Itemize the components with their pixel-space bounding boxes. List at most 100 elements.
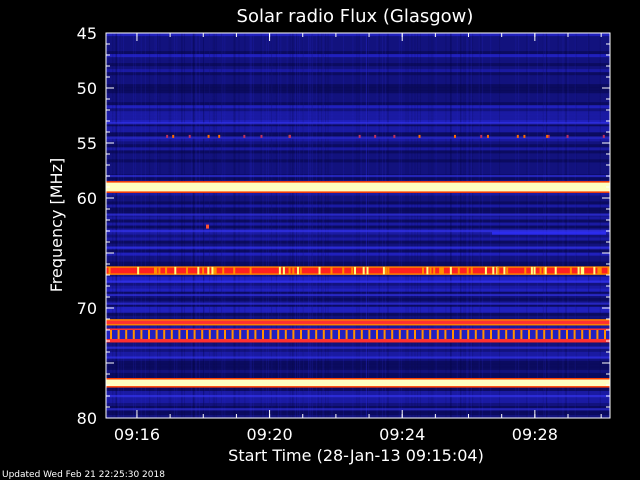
noise-streak <box>157 33 159 418</box>
noise-streak <box>435 33 437 418</box>
noise-row <box>106 57 610 61</box>
noise-streak <box>203 33 205 418</box>
pulse-mark <box>193 330 196 341</box>
band-speckle <box>158 266 161 275</box>
band-speckle <box>503 266 506 275</box>
noise-streak <box>302 33 304 418</box>
noise-streak <box>149 33 151 418</box>
noise-row <box>106 126 610 130</box>
noise-row <box>106 282 610 287</box>
pulse-mark <box>474 330 477 341</box>
noise-streak <box>303 33 305 418</box>
band-speckle <box>433 266 436 275</box>
pulse-mark <box>497 330 500 341</box>
y-tick-label: 50 <box>77 79 97 98</box>
hot-pixel <box>453 134 456 138</box>
noise-streak <box>515 33 517 418</box>
band-speckle <box>582 266 585 275</box>
noise-streak <box>468 33 470 418</box>
pulse-mark <box>467 330 470 341</box>
noise-streak <box>134 33 136 418</box>
noise-row <box>106 390 610 395</box>
pulse-mark <box>391 330 394 341</box>
hot-pixel <box>166 134 169 138</box>
pulse-mark <box>604 330 606 341</box>
pulse-mark <box>307 330 310 341</box>
pulse-mark <box>436 330 439 341</box>
noise-streak <box>194 33 196 418</box>
noise-streak <box>117 33 119 418</box>
noise-streak <box>450 33 452 418</box>
noise-row <box>106 120 610 124</box>
noise-row <box>106 93 610 97</box>
hot-pixel <box>546 134 549 138</box>
y-tick-label: 60 <box>77 189 97 208</box>
noise-row <box>106 48 610 52</box>
hot-pixel <box>523 134 526 138</box>
faint-band <box>106 175 610 178</box>
band-speckle <box>197 266 200 275</box>
noise-row <box>106 33 610 37</box>
noise-row <box>106 78 610 82</box>
emission-band <box>106 267 610 274</box>
noise-row <box>106 138 610 142</box>
noise-row <box>106 198 610 203</box>
noise-row <box>106 294 610 299</box>
pulse-mark <box>110 330 112 341</box>
band-speckle <box>351 266 354 275</box>
noise-streak <box>365 33 367 418</box>
noise-streak <box>382 33 384 418</box>
noise-streak <box>545 33 547 418</box>
pulse-mark <box>338 330 340 341</box>
noise-streak <box>238 33 240 418</box>
noise-streak <box>574 33 576 418</box>
noise-row <box>106 366 610 371</box>
noise-row <box>106 195 610 200</box>
noise-streak <box>168 33 170 418</box>
hot-pixel <box>393 134 396 138</box>
noise-streak <box>398 33 400 418</box>
noise-row <box>106 237 610 242</box>
pulse-mark <box>573 330 576 341</box>
pulse-mark <box>254 330 257 341</box>
noise-streak <box>387 33 389 418</box>
pulse-mark <box>330 330 333 341</box>
band-speckle <box>354 266 357 275</box>
noise-streak <box>479 33 481 418</box>
band-speckle <box>165 266 168 275</box>
noise-row <box>106 351 610 356</box>
band-speckle <box>282 266 285 275</box>
hot-pixel <box>374 134 377 138</box>
pulse-mark <box>421 330 424 341</box>
noise-streak <box>133 33 135 418</box>
noise-row <box>106 171 610 175</box>
noise-streak <box>122 33 124 418</box>
band-speckle <box>207 266 210 275</box>
noise-row <box>106 408 610 413</box>
y-tick-label: 70 <box>77 299 97 318</box>
hot-pixel <box>206 224 209 229</box>
noise-streak <box>120 33 122 418</box>
noise-row <box>106 45 610 49</box>
band-speckle <box>533 266 536 275</box>
noise-row <box>106 312 610 317</box>
band-speckle <box>222 266 225 275</box>
band-speckle <box>288 266 291 275</box>
noise-streak <box>456 33 458 418</box>
noise-row <box>106 123 610 127</box>
noise-streak <box>378 33 380 418</box>
pulse-mark <box>300 330 302 341</box>
noise-streak <box>212 33 214 418</box>
noise-row <box>106 285 610 290</box>
band-speckle <box>539 266 542 275</box>
noise-streak <box>215 33 217 418</box>
x-axis-label: Start Time (28-Jan-13 09:15:04) <box>228 446 484 465</box>
chart-title: Solar radio Flux (Glasgow) <box>237 6 474 27</box>
noise-row <box>106 36 610 40</box>
noise-row <box>106 99 610 103</box>
noise-row <box>106 234 610 239</box>
band-speckle <box>441 266 444 275</box>
noise-streak <box>365 33 367 418</box>
noise-row <box>106 375 610 380</box>
emission-band-line <box>106 339 610 341</box>
